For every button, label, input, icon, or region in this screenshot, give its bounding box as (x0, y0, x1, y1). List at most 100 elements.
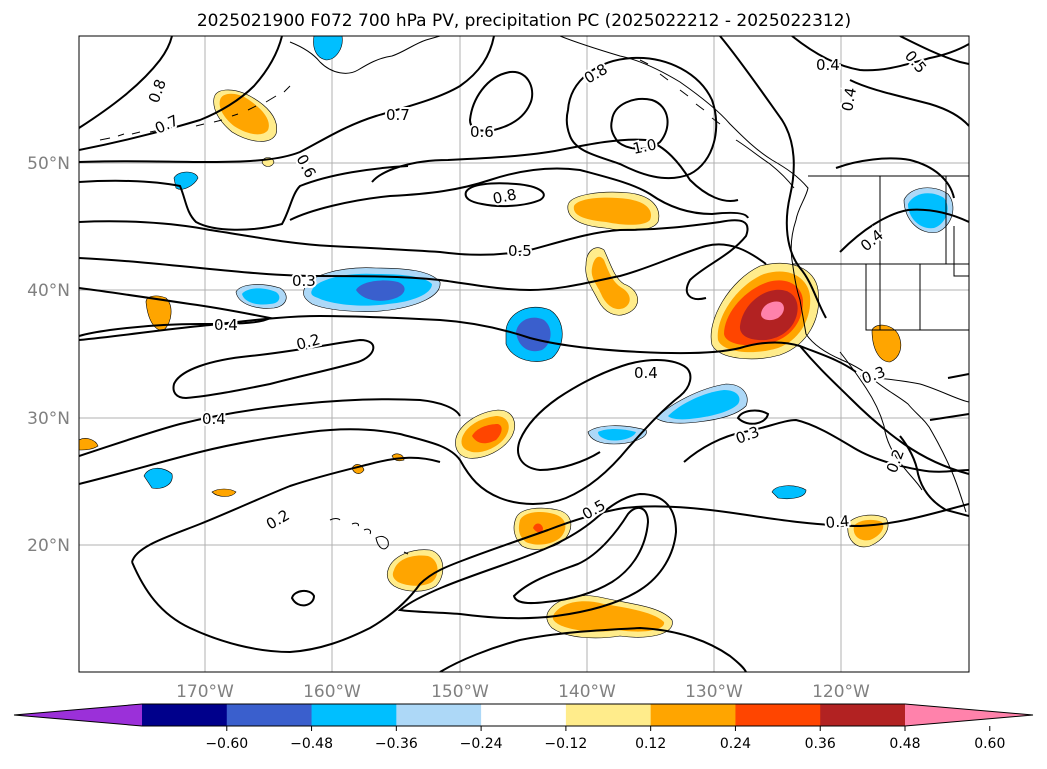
lat-tick-label: 50°N (27, 154, 70, 174)
contour-label: 0.6 (470, 123, 494, 141)
colorbar-segment (565, 704, 652, 726)
contour-0.8-northwest (79, 36, 173, 129)
lat-axis: 50°N 40°N 30°N 20°N (27, 154, 70, 556)
contour-0.5-east (719, 36, 827, 319)
precip-blob-170w-49n (173, 171, 199, 190)
contour-0.2-south (131, 456, 441, 563)
precip-blob-170w-37n (145, 295, 172, 331)
colorbar-extend-low (14, 704, 142, 726)
coastline-alaska-peninsula (289, 36, 441, 74)
contour-label: 0.7 (386, 106, 410, 124)
lon-tick-label: 130°W (685, 682, 743, 702)
contour-label: 0.3 (292, 272, 316, 290)
contour-0.3-right (899, 435, 969, 517)
map-panel: 0.8 0.7 0.7 0.6 0.6 0.8 1.0 0.8 0.5 0.4 … (27, 35, 970, 702)
contour-label: 0.4 (816, 56, 840, 74)
precip-blob-tiny-5 (79, 438, 99, 451)
colorbar-tick-label: 0.12 (635, 736, 666, 752)
lat-tick-label: 40°N (27, 281, 70, 301)
contour-0.2-right2 (929, 373, 969, 421)
colorbar-tick-label: −0.36 (375, 736, 418, 752)
contour-label: 0.4 (825, 512, 850, 532)
contour-0.8-small (464, 182, 545, 208)
coastline-se-alaska (559, 36, 967, 513)
map-frame (78, 35, 970, 673)
colorbar-segment (311, 704, 397, 726)
coastline-alaska-islands (639, 59, 721, 125)
precip-blob-alaska (313, 36, 343, 61)
contour-0.4-south-east (683, 418, 969, 473)
colorbar-segments (13, 703, 1034, 727)
colorbar-segment (142, 704, 228, 726)
contour-0.5-oregon (835, 157, 955, 199)
colorbar-segment (735, 704, 821, 726)
contour-0.2-main (79, 359, 692, 505)
colorbar-segment (650, 704, 736, 726)
lon-tick-label: 140°W (558, 682, 616, 702)
contour-0.7-northwest (79, 36, 283, 151)
contour-0.4-long (79, 243, 767, 292)
colorbar-segment (820, 704, 906, 726)
coastline-baja (839, 351, 923, 491)
colorbar: −0.60 −0.48 −0.36 −0.24 −0.12 0.12 0.24 0.36 0.4… (13, 703, 1034, 752)
precip-blob-california-pink (761, 301, 784, 321)
coastline-vancouver-island (735, 139, 795, 189)
hawaii-islands (329, 518, 409, 555)
contour-0.6-long (79, 165, 409, 231)
contour-0.4-northeast-2 (849, 79, 969, 127)
lon-tick-label: 170°W (176, 682, 234, 702)
colorbar-outline (13, 703, 1034, 727)
contour-0.3-south (79, 398, 461, 457)
colorbar-segment (481, 704, 567, 726)
contour-0.6-northwest (79, 36, 495, 164)
contour-0.3-main (79, 314, 857, 373)
lat-tick-label: 20°N (27, 536, 70, 556)
precip-blob-127w-24n (771, 485, 807, 500)
contour-label: 0.4 (214, 316, 238, 334)
lat-tick-label: 30°N (27, 409, 70, 429)
contour-0.2-southern (131, 503, 969, 654)
contour-0.3-se (736, 409, 770, 425)
contour-label: 0.4 (202, 410, 226, 428)
contour-1.0-circle (610, 98, 669, 150)
colorbar-segment (226, 704, 313, 726)
colorbar-ticks (226, 726, 991, 731)
pv-contours (79, 36, 969, 672)
lon-tick-label: 160°W (303, 682, 361, 702)
figure-title: 2025021900 F072 700 hPa PV, precipitatio… (197, 11, 851, 31)
colorbar-tick-label: 0.24 (720, 736, 751, 752)
colorbar-tick-label: −0.24 (460, 736, 503, 752)
contour-0.7-long (371, 138, 739, 202)
precip-blob-170w-26n (143, 467, 173, 489)
precip-blob-tiny-2 (211, 488, 237, 497)
contour-0.4-idaho (839, 208, 969, 253)
contour-label: 0.4 (634, 364, 658, 382)
contour-0.3-long (79, 287, 273, 337)
coastlines (99, 36, 969, 555)
contour-0.5-oval (512, 506, 650, 605)
mexico-border (859, 375, 969, 403)
colorbar-segment (396, 704, 482, 726)
lon-tick-label: 150°W (431, 682, 489, 702)
colorbar-tick-label: 0.36 (805, 736, 836, 752)
contour-0.2-small-circle (290, 590, 316, 607)
contour-0.8-ring (565, 56, 718, 180)
precip-negative-areas (143, 36, 954, 500)
contour-0.4-northeast (791, 36, 969, 72)
colorbar-tick-labels: −0.60 −0.48 −0.36 −0.24 −0.12 0.12 0.24 0.36 0.4… (205, 736, 1005, 752)
contour-0.4-oval (397, 492, 678, 620)
precip-blob-117w-36n (871, 324, 902, 363)
colorbar-tick-label: −0.48 (290, 736, 333, 752)
colorbar-extend-high (905, 704, 1033, 726)
lon-tick-label: 120°W (812, 682, 870, 702)
contour-label: 0.5 (508, 242, 532, 260)
colorbar-tick-label: 0.48 (889, 736, 920, 752)
contour-0.5-far-ne (899, 36, 969, 65)
colorbar-tick-label: 0.60 (974, 736, 1005, 752)
contour-0.2-right (799, 345, 969, 475)
contour-0.2-bottom (439, 626, 747, 672)
contour-0.6-main (289, 167, 749, 221)
colorbar-tick-label: −0.60 (205, 736, 248, 752)
colorbar-tick-label: −0.12 (544, 736, 587, 752)
